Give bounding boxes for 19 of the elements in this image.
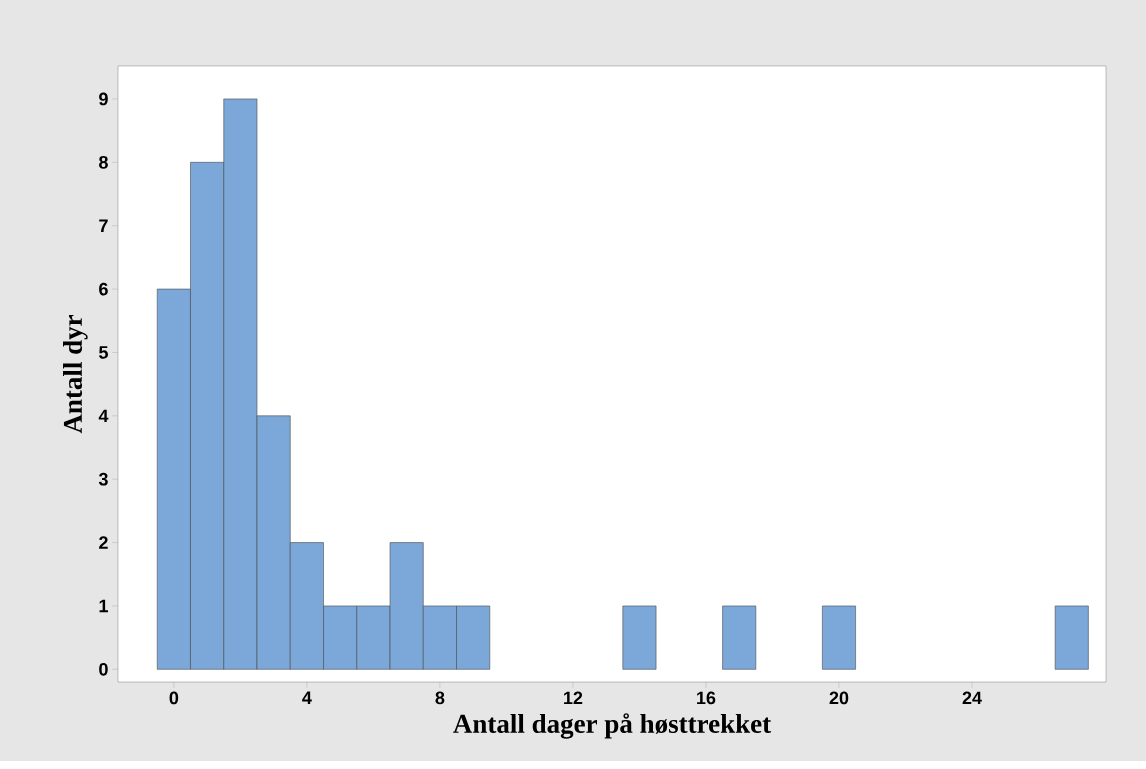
y-tick-label: 5: [99, 346, 108, 359]
x-tick-label: 16: [697, 691, 716, 705]
y-tick-label: 3: [98, 472, 108, 486]
y-tick-label: 1: [99, 599, 108, 613]
y-tick-label: 9: [99, 92, 108, 106]
x-tick-label: 20: [829, 691, 849, 705]
x-tick-label: 0: [169, 691, 179, 705]
x-tick-label: 24: [962, 691, 982, 705]
y-tick-label: 0: [99, 662, 108, 676]
y-tick-label: 7: [99, 219, 108, 232]
x-axis-title: Antall dager på høsttrekket: [453, 713, 772, 739]
y-tick-label: 6: [99, 282, 108, 296]
y-tick-label: 2: [99, 536, 108, 549]
y-tick-label: 8: [99, 155, 108, 169]
y-tick-label: 4: [98, 409, 109, 423]
y-axis-title: Antall dyr: [63, 314, 88, 434]
x-tick-label: 12: [564, 691, 583, 705]
x-tick-label: 4: [302, 691, 312, 704]
x-tick-label: 8: [435, 691, 445, 705]
